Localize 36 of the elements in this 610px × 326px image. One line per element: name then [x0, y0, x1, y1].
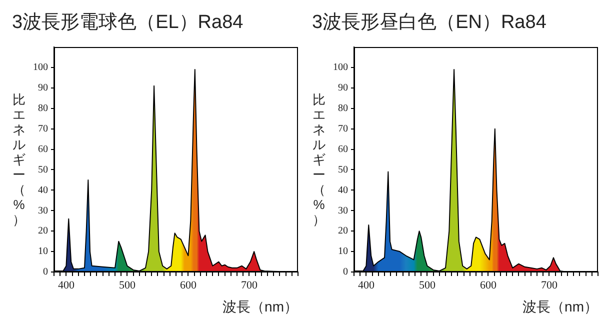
y-tick-label: 50	[38, 164, 48, 176]
y-tick-label: 0	[343, 266, 348, 278]
x-tick-label: 600	[480, 279, 497, 292]
text: 比エネルギー（%）	[12, 92, 26, 226]
y-tick-label: 90	[338, 82, 348, 94]
chart-title: 3波長形昼白色（EN）Ra84	[311, 11, 548, 35]
y-tick-label: 10	[38, 246, 48, 258]
y-tick-label: 70	[338, 123, 348, 134]
x-tick-label: 400	[58, 279, 75, 292]
x-tick-label: 500	[418, 279, 436, 292]
y-tick-label: 20	[38, 226, 48, 237]
y-tick-label: 30	[38, 205, 48, 216]
y-tick-label: 90	[38, 82, 48, 94]
x-tick-label: 600	[180, 279, 197, 292]
y-tick-label: 30	[338, 205, 348, 216]
y-tick-label: 80	[338, 102, 348, 114]
x-tick-label: 700	[240, 279, 258, 292]
y-tick-label: 0	[43, 266, 48, 278]
x-axis-title: 波長（nm）	[222, 298, 298, 314]
y-tick-label: 60	[38, 144, 48, 155]
y-tick-label: 50	[338, 164, 348, 176]
y-tick-label: 100	[33, 62, 48, 74]
y-tick-label: 60	[338, 144, 348, 155]
y-tick-label: 70	[38, 123, 48, 134]
x-tick-label: 400	[358, 279, 375, 292]
x-tick-label: 700	[540, 279, 558, 292]
chart-title: 3波長形電球色（EL）Ra84	[11, 11, 244, 35]
text: 比エネルギー（%）	[312, 92, 326, 226]
y-tick-label: 40	[38, 184, 48, 196]
y-tick-label: 40	[338, 184, 348, 196]
y-tick-label: 20	[338, 226, 348, 237]
y-tick-label: 100	[333, 62, 348, 74]
y-tick-label: 80	[38, 102, 48, 114]
x-axis-title: 波長（nm）	[522, 298, 598, 314]
x-tick-label: 500	[118, 279, 136, 292]
y-tick-label: 10	[338, 246, 348, 258]
